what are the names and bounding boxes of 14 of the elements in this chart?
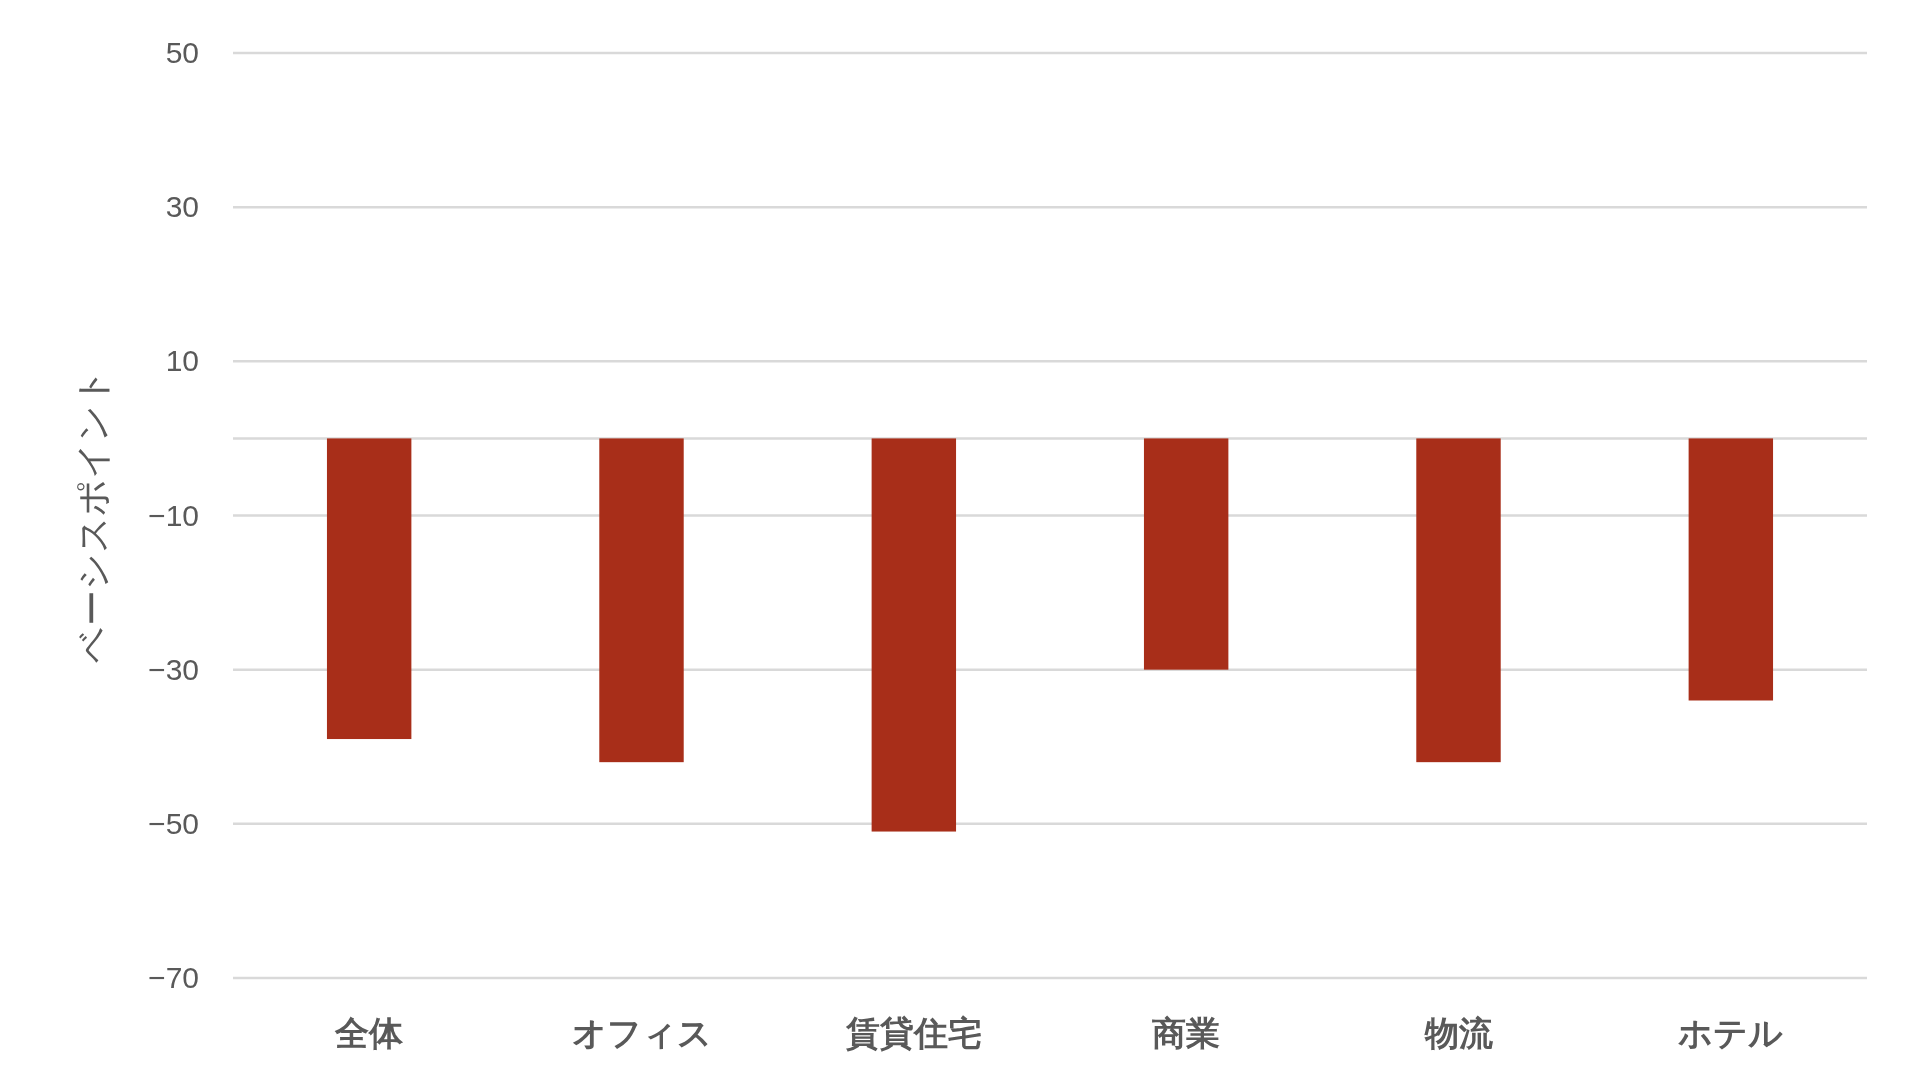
- x-tick-label: 賃貸住宅: [844, 1014, 982, 1052]
- y-tick-label: −30: [148, 652, 199, 686]
- y-tick-label: −10: [148, 498, 199, 532]
- y-tick-label: 30: [165, 190, 199, 224]
- y-axis-title: ベーシスポイント: [72, 368, 113, 663]
- x-tick-label: オフィス: [571, 1014, 712, 1052]
- y-tick-label: 10: [165, 344, 199, 378]
- y-tick-label: −50: [148, 806, 199, 840]
- y-tick-label: 50: [165, 36, 199, 69]
- x-tick-label: 全体: [334, 1014, 405, 1052]
- x-tick-label: 物流: [1423, 1014, 1494, 1052]
- y-tick-label: −70: [148, 961, 199, 994]
- x-tick-label: 商業: [1152, 1014, 1221, 1052]
- x-tick-label: ホテル: [1678, 1014, 1784, 1052]
